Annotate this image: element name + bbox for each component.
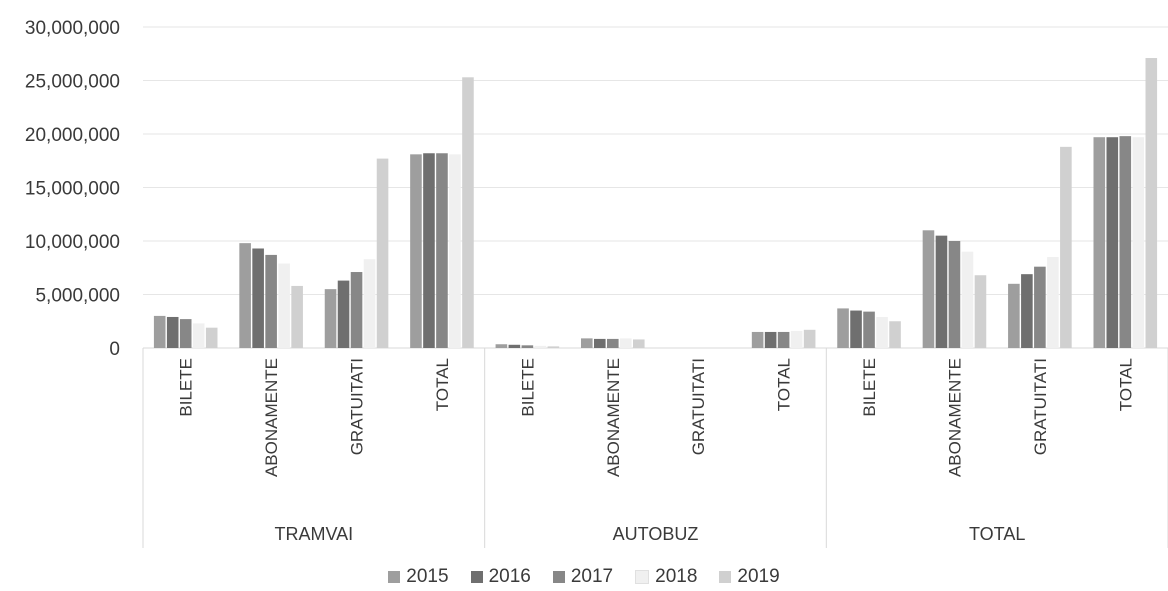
bar [889, 321, 901, 348]
bar [764, 331, 777, 348]
y-tick-label: 5,000,000 [35, 286, 120, 307]
bar [495, 344, 508, 348]
legend-label: 2018 [655, 566, 698, 587]
category-label: ABONAMENTE [262, 358, 281, 477]
y-tick-label: 0 [109, 339, 120, 360]
group-label: TRAMVAI [274, 524, 353, 544]
bar [547, 346, 560, 348]
bar [291, 285, 303, 348]
bar [239, 243, 251, 348]
legend-item: 2016 [470, 566, 531, 588]
bar [619, 338, 632, 348]
y-tick-label: 30,000,000 [25, 18, 120, 39]
bar [1093, 137, 1106, 348]
y-tick-label: 20,000,000 [25, 125, 120, 146]
bar [166, 316, 179, 348]
bar [922, 230, 935, 348]
legend: 2015 2016 2017 2018 2019 [0, 566, 1168, 588]
bar [449, 154, 461, 348]
bar [974, 275, 987, 348]
bar [205, 327, 218, 348]
bar [462, 77, 474, 348]
bar [324, 289, 337, 348]
bar [179, 319, 192, 348]
bar [1132, 137, 1145, 348]
bar [534, 345, 547, 348]
bar [436, 153, 448, 348]
legend-swatch [552, 571, 565, 583]
group-label: TOTAL [969, 524, 1025, 544]
category-label: TOTAL [1116, 358, 1135, 411]
bar [337, 280, 350, 348]
bar [1119, 136, 1132, 348]
bar [935, 235, 948, 348]
category-label: BILETE [860, 358, 879, 417]
bar [423, 153, 435, 348]
group-label: AUTOBUZ [613, 524, 699, 544]
bar [350, 272, 363, 348]
bar [1047, 257, 1059, 348]
bar [376, 158, 389, 348]
bar [606, 338, 619, 348]
bar [1060, 146, 1072, 348]
bar [521, 345, 534, 348]
bar [1008, 283, 1020, 348]
category-label: BILETE [177, 358, 196, 417]
bar [1145, 58, 1158, 348]
bar [252, 248, 264, 348]
bar [153, 315, 166, 348]
bar [593, 338, 606, 348]
legend-item: 2018 [635, 566, 697, 588]
legend-swatch [388, 571, 401, 583]
legend-item: 2017 [552, 566, 614, 588]
category-label: GRATUITATI [689, 358, 708, 455]
bar [850, 310, 862, 348]
category-label: GRATUITATI [1031, 358, 1050, 455]
bar [961, 251, 974, 348]
legend-label: 2017 [570, 566, 614, 587]
category-label: ABONAMENTE [604, 358, 623, 477]
bar [192, 323, 205, 348]
bar [790, 330, 803, 348]
bar [876, 316, 888, 348]
y-tick-label: 10,000,000 [25, 232, 120, 253]
bar [580, 338, 593, 348]
bar [265, 254, 277, 348]
bar [632, 339, 645, 348]
category-label: ABONAMENTE [945, 358, 964, 477]
legend-item: 2019 [719, 566, 780, 588]
bar [837, 308, 849, 348]
legend-label: 2015 [406, 566, 449, 587]
legend-swatch [719, 571, 732, 583]
category-label: GRATUITATI [348, 358, 367, 455]
legend-item: 2015 [388, 566, 449, 588]
y-tick-label: 25,000,000 [25, 72, 120, 93]
bar [1021, 274, 1033, 348]
bar [948, 241, 961, 348]
bar [777, 331, 790, 348]
category-label: TOTAL [433, 358, 452, 411]
bar [278, 263, 290, 348]
legend-label: 2016 [488, 566, 531, 587]
bar [410, 154, 422, 348]
legend-swatch [470, 571, 483, 583]
bar [751, 331, 764, 348]
category-label: BILETE [518, 358, 537, 417]
bar [1106, 137, 1119, 348]
y-tick-label: 15,000,000 [25, 179, 120, 200]
category-label: TOTAL [775, 358, 794, 411]
bar [508, 344, 521, 348]
legend-label: 2019 [737, 566, 780, 587]
bar [863, 311, 875, 348]
bar [363, 259, 376, 348]
bar [803, 329, 816, 348]
legend-swatch [635, 570, 650, 584]
bar [1034, 266, 1046, 348]
